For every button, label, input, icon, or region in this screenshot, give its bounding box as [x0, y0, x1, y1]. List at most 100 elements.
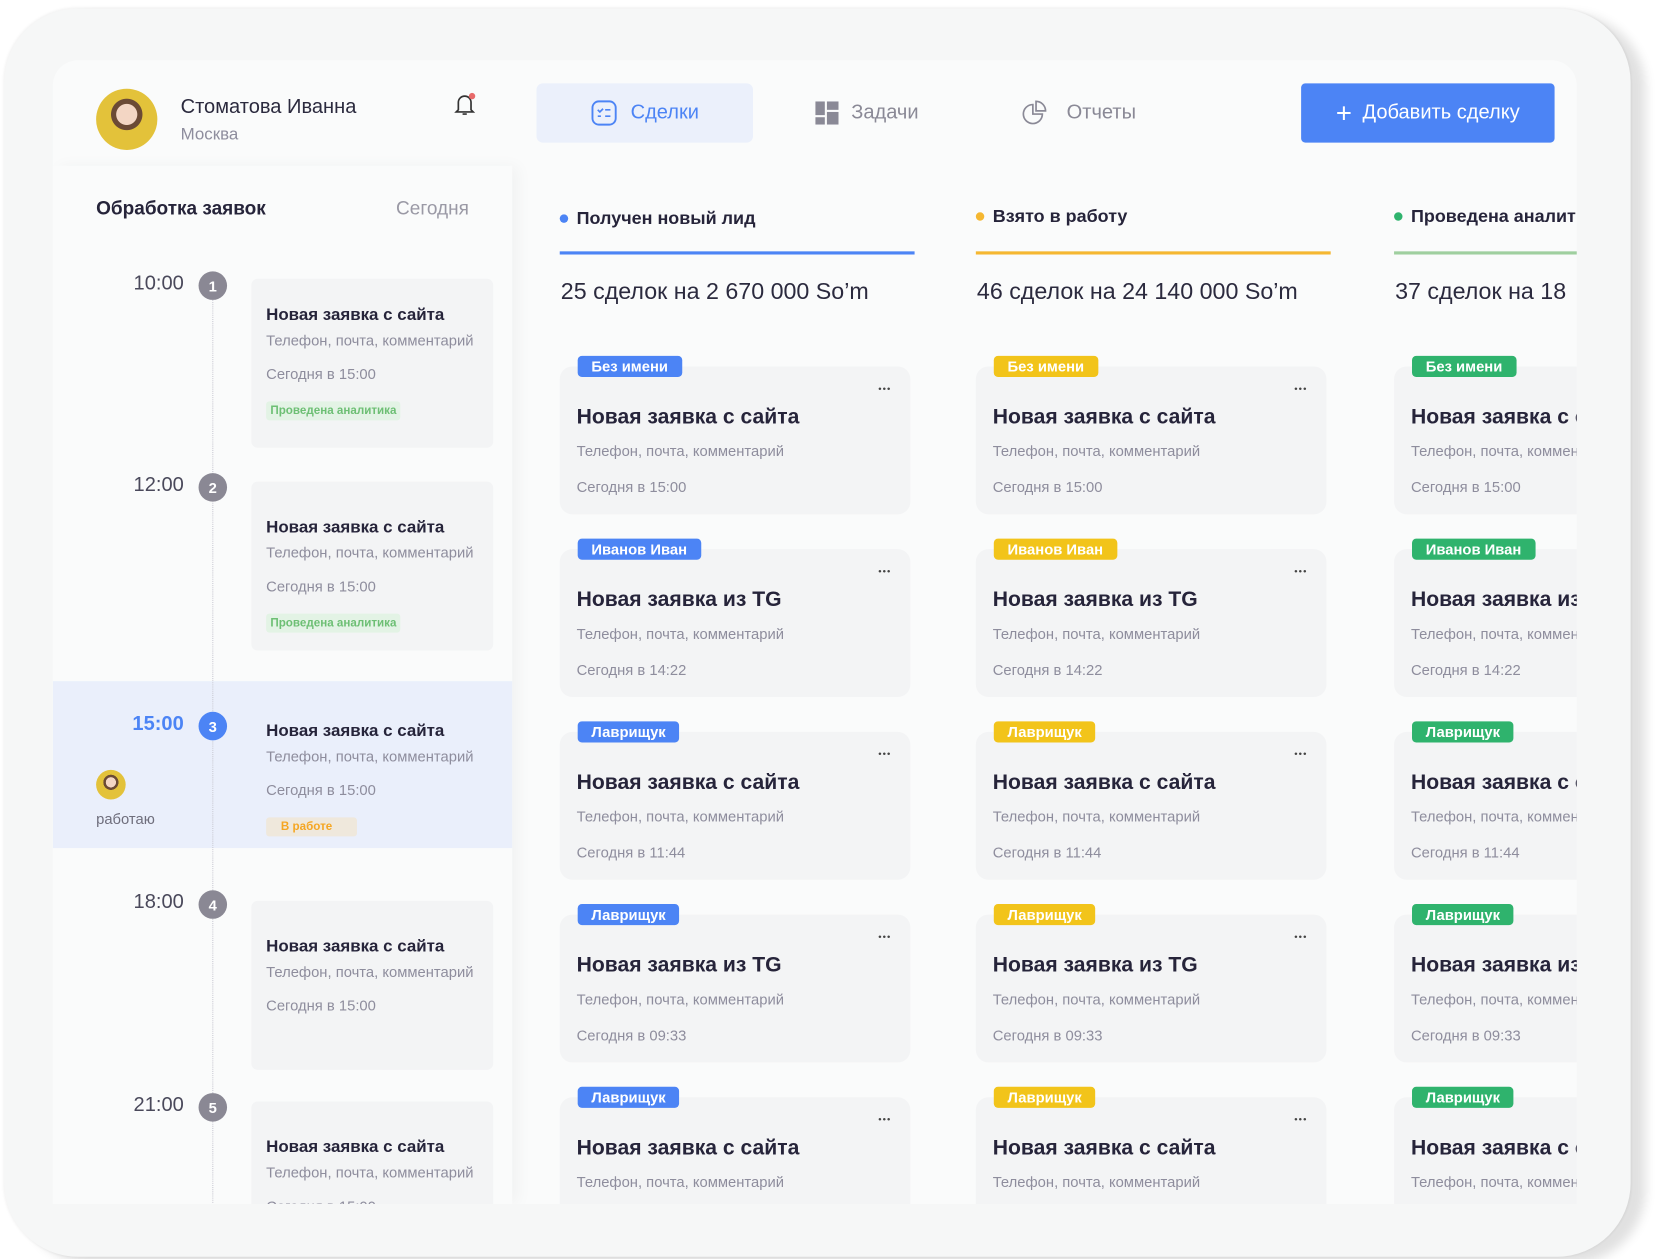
- more-options-icon[interactable]: •••: [1294, 566, 1308, 577]
- card-date: Сегодня в 15:00: [266, 781, 376, 799]
- deal-card[interactable]: Лаврищук ••• Новая заявка с сайта Телефо…: [559, 721, 911, 880]
- more-options-icon[interactable]: •••: [1294, 748, 1308, 760]
- column-header: Взято в работу: [975, 205, 1128, 227]
- pipeline-column: Взято в работу 46 сделок на 24 140 000 S…: [975, 60, 1331, 1204]
- column-summary: 25 сделок на 2 670 000 So’m: [560, 277, 869, 305]
- tab-tasks[interactable]: Задачи: [815, 83, 919, 142]
- status-dot-icon: [559, 214, 569, 223]
- more-options-icon[interactable]: •••: [1294, 931, 1308, 943]
- add-deal-button[interactable]: + Добавить сделку: [1301, 83, 1555, 143]
- status-tag: Проведена аналитика: [266, 401, 401, 421]
- deal-card[interactable]: Лаврищук ••• Новая заявка с сайта Телефо…: [1394, 1086, 1577, 1204]
- more-options-icon[interactable]: •••: [1294, 1114, 1308, 1125]
- deal-card[interactable]: Лаврищук ••• Новая заявка с сайта Телефо…: [975, 1086, 1327, 1204]
- card-date: Сегодня в 15:00: [266, 365, 376, 383]
- more-options-icon[interactable]: •••: [878, 931, 892, 943]
- deal-card[interactable]: Иванов Иван ••• Новая заявка из TG Телеф…: [1394, 538, 1577, 698]
- card-subtitle: Телефон, почта, комментарий: [266, 543, 474, 561]
- more-options-icon[interactable]: •••: [878, 1114, 892, 1125]
- deal-subtitle: Телефон, почта, комментарий: [992, 625, 1201, 643]
- deal-date: Сегодня в 11:44: [992, 843, 1102, 861]
- timeline-time: 12:00: [133, 474, 184, 497]
- card-date: Сегодня в 15:00: [266, 996, 376, 1014]
- deal-card[interactable]: Иванов Иван ••• Новая заявка из TG Телеф…: [559, 538, 911, 698]
- deal-owner-tag: Лаврищук: [577, 721, 680, 743]
- deal-date: Сегодня в 15:00: [1410, 478, 1521, 496]
- column-title: Взято в работу: [992, 205, 1128, 227]
- status-tag: В работе: [266, 817, 357, 837]
- card-subtitle: Телефон, почта, комментарий: [266, 1163, 474, 1181]
- more-options-icon[interactable]: •••: [878, 748, 892, 760]
- deal-title: Новая заявка с сайта: [1410, 405, 1577, 429]
- timeline-step-badge: 2: [198, 473, 228, 502]
- deal-owner-tag: Иванов Иван: [1412, 538, 1536, 560]
- deal-title: Новая заявка с сайта: [576, 770, 800, 795]
- user-avatar[interactable]: [96, 88, 158, 150]
- checklist-icon: [591, 100, 617, 126]
- deal-date: Сегодня в 14:22: [992, 661, 1103, 679]
- deal-card[interactable]: Лаврищук ••• Новая заявка из TG Телефон,…: [975, 904, 1327, 1063]
- pie-chart-icon: [1022, 100, 1047, 125]
- deal-date: Сегодня в 15:00: [576, 478, 687, 496]
- deal-title: Новая заявка из TG: [1410, 953, 1577, 977]
- deal-title: Новая заявка с сайта: [576, 405, 800, 429]
- deal-owner-tag: Лаврищук: [993, 1086, 1096, 1108]
- deal-owner-tag: Без имени: [577, 355, 682, 378]
- column-header: Проведена аналитика: [1394, 206, 1577, 227]
- timeline-step-badge: 1: [198, 271, 228, 300]
- deal-title: Новая заявка из TG: [992, 588, 1198, 612]
- deal-title: Новая заявка с сайта: [992, 1136, 1216, 1160]
- assignee-status: работаю: [96, 810, 155, 827]
- deal-card[interactable]: Лаврищук ••• Новая заявка с сайта Телефо…: [559, 1086, 911, 1204]
- deal-date: Сегодня в 11:44: [576, 843, 686, 861]
- deal-owner-tag: Лаврищук: [993, 721, 1096, 743]
- card-date: Сегодня в 15:00: [266, 577, 376, 595]
- timeline-card[interactable]: Новая заявка с сайта Телефон, почта, ком…: [251, 1101, 494, 1204]
- deal-date: Сегодня в 09:33: [576, 1026, 687, 1044]
- column-underline: [559, 251, 915, 255]
- plus-icon: +: [1335, 97, 1352, 129]
- deal-card[interactable]: Лаврищук ••• Новая заявка из TG Телефон,…: [559, 904, 911, 1063]
- add-deal-label: Добавить сделку: [1362, 101, 1520, 124]
- deal-title: Новая заявка с сайта: [576, 1136, 800, 1160]
- deal-subtitle: Телефон, почта, комментарий: [992, 807, 1201, 825]
- timeline-time: 18:00: [133, 891, 184, 914]
- deal-card[interactable]: Иванов Иван ••• Новая заявка из TG Телеф…: [975, 538, 1327, 698]
- card-date: Сегодня в 15:00: [266, 1198, 493, 1204]
- timeline-card[interactable]: Новая заявка с сайта Телефон, почта, ком…: [251, 278, 494, 448]
- deal-owner-tag: Лаврищук: [993, 904, 1096, 926]
- deal-owner-tag: Без имени: [993, 355, 1098, 378]
- tab-reports[interactable]: Отчеты: [1022, 83, 1136, 142]
- more-options-icon[interactable]: •••: [1294, 383, 1308, 394]
- status-tag: Проведена аналитика: [266, 613, 401, 633]
- deal-card[interactable]: Лаврищук ••• Новая заявка с сайта Телефо…: [1394, 721, 1577, 880]
- deal-card[interactable]: Без имени ••• Новая заявка с сайта Телеф…: [1394, 355, 1577, 515]
- timeline-panel: Обработка заявок Сегодня 10:00 1 Новая з…: [52, 165, 513, 1204]
- card-subtitle: Телефон, почта, комментарий: [266, 963, 474, 981]
- timeline-card[interactable]: Новая заявка с сайта Телефон, почта, ком…: [251, 900, 494, 1070]
- deal-title: Новая заявка из TG: [576, 588, 782, 612]
- more-options-icon[interactable]: •••: [878, 566, 892, 577]
- date-filter[interactable]: Сегодня: [396, 197, 469, 219]
- deal-subtitle: Телефон, почта, комментарий: [1410, 442, 1577, 460]
- deal-card[interactable]: Лаврищук ••• Новая заявка с сайта Телефо…: [975, 721, 1327, 880]
- more-options-icon[interactable]: •••: [878, 383, 892, 394]
- deal-subtitle: Телефон, почта, комментарий: [576, 625, 784, 643]
- tab-deals[interactable]: Сделки: [536, 83, 753, 143]
- timeline-card[interactable]: Новая заявка с сайта Телефон, почта, ком…: [251, 481, 494, 651]
- pipeline-column: Проведена аналитика 37 сделок на 18 Без …: [1394, 60, 1577, 1204]
- app-panel: Стоматова Иванна Москва Сделки Задачи От…: [52, 60, 1577, 1204]
- deal-card[interactable]: Без имени ••• Новая заявка с сайта Телеф…: [975, 355, 1327, 515]
- card-title: Новая заявка с сайта: [266, 722, 445, 741]
- user-city: Москва: [180, 125, 239, 144]
- column-summary: 37 сделок на 18: [1395, 277, 1567, 305]
- column-title: Проведена аналитика: [1410, 205, 1577, 227]
- deal-subtitle: Телефон, почта, комментарий: [576, 1173, 784, 1191]
- deal-card[interactable]: Без имени ••• Новая заявка с сайта Телеф…: [559, 355, 911, 515]
- bell-icon[interactable]: [452, 92, 477, 117]
- deal-card[interactable]: Лаврищук ••• Новая заявка из TG Телефон,…: [1394, 904, 1577, 1063]
- deal-owner-tag: Лаврищук: [1412, 1086, 1514, 1108]
- timeline-card[interactable]: Новая заявка с сайта Телефон, почта, ком…: [251, 696, 493, 854]
- deal-subtitle: Телефон, почта, комментарий: [1410, 625, 1577, 643]
- column-underline: [1394, 251, 1577, 255]
